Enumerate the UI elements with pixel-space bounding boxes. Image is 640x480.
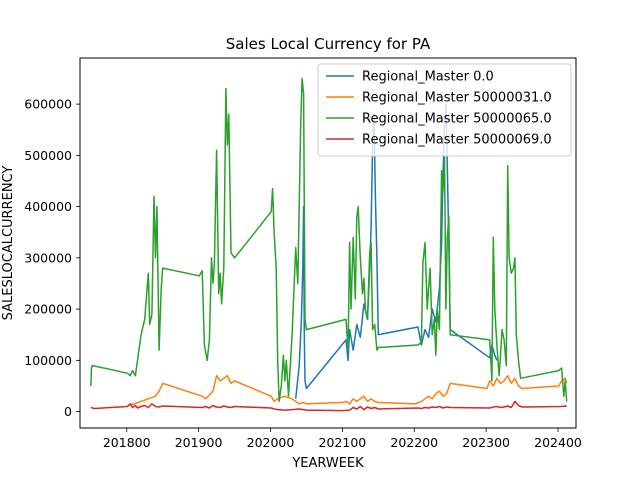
series-line-3 (90, 400, 567, 412)
y-axis-ticks: 0 100000 200000 300000 400000 500000 600000 (24, 97, 80, 419)
y-tick-label-2: 200000 (24, 302, 72, 317)
x-axis-label: YEARWEEK (291, 456, 364, 471)
legend-box (317, 63, 572, 157)
y-tick-label-4: 400000 (24, 199, 72, 214)
x-tick-label-6: 202400 (534, 435, 582, 450)
series-line-1 (127, 374, 568, 407)
x-tick-label-4: 202200 (390, 435, 438, 450)
x-tick-label-2: 202000 (247, 435, 295, 450)
legend-label-0: Regional_Master 0.0 (362, 70, 494, 85)
y-tick-label-5: 500000 (24, 148, 72, 163)
y-tick-label-6: 600000 (24, 97, 72, 112)
plot-frame (79, 57, 577, 429)
legend: Regional_Master 0.0 Regional_Master 50000… (317, 63, 572, 157)
x-tick-label-5: 202300 (462, 435, 510, 450)
legend-label-1: Regional_Master 50000031.0 (362, 91, 552, 106)
chart-title: Sales Local Currency for PA (226, 35, 431, 53)
legend-label-3: Regional_Master 50000069.0 (362, 133, 552, 148)
y-tick-label-1: 100000 (24, 353, 72, 368)
y-tick-label-0: 0 (64, 404, 72, 419)
x-axis-ticks: 201800 201900 202000 202100 202200 202300 2024… (103, 428, 582, 450)
x-tick-label-1: 201900 (175, 435, 223, 450)
x-tick-label-0: 201800 (103, 435, 151, 450)
series-line-2 (90, 77, 568, 403)
x-tick-label-3: 202100 (319, 435, 367, 450)
y-axis-label: SALESLOCALCURRENCY (1, 166, 16, 321)
y-tick-label-3: 300000 (24, 250, 72, 265)
legend-label-2: Regional_Master 50000065.0 (362, 112, 552, 127)
